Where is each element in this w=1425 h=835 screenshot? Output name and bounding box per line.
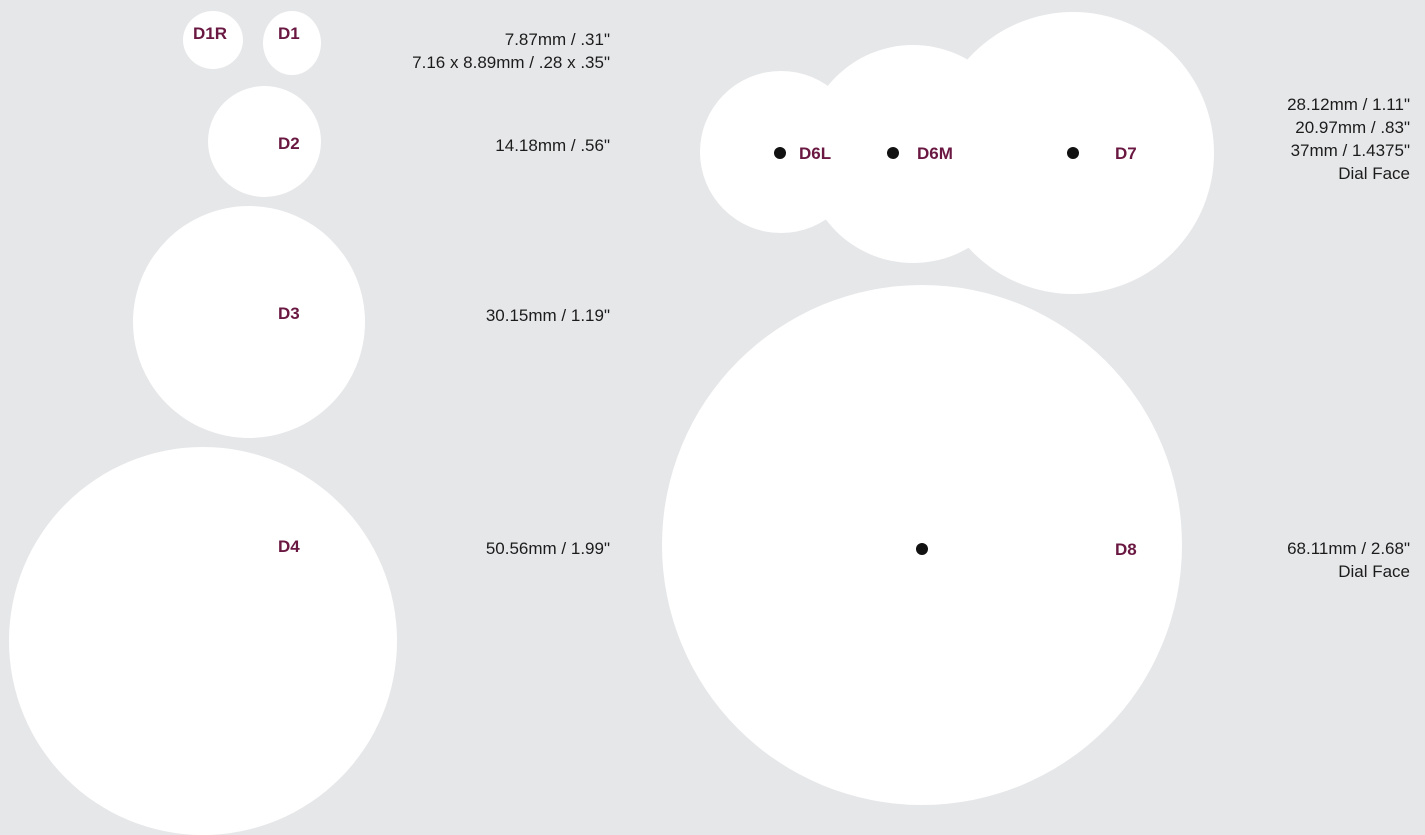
disc-d1r [183, 11, 243, 69]
pivot-dot-d6m [887, 147, 899, 159]
disc-d3 [133, 206, 365, 438]
spec-group-line2: 20.97mm / .83" [1295, 118, 1410, 137]
spec-group-line4: Dial Face [1338, 164, 1410, 183]
label-d2: D2 [278, 134, 300, 153]
label-d6m: D6M [917, 144, 953, 163]
spec-group-d6-d7: 28.12mm / 1.11" 20.97mm / .83" 37mm / 1.… [1287, 93, 1410, 185]
pivot-dot-d7 [1067, 147, 1079, 159]
spec-d2: 14.18mm / .56" [495, 134, 610, 157]
spec-d8-line1: 68.11mm / 2.68" [1287, 539, 1410, 558]
disc-d2 [208, 86, 321, 197]
spec-d1-line1: 7.87mm / .31" [504, 30, 610, 49]
label-d4: D4 [278, 537, 300, 556]
label-d8: D8 [1115, 540, 1137, 559]
spec-d1: 7.87mm / .31" 7.16 x 8.89mm / .28 x .35" [412, 28, 610, 74]
spec-d3: 30.15mm / 1.19" [486, 304, 610, 327]
spec-d1-line2: 7.16 x 8.89mm / .28 x .35" [412, 53, 610, 72]
spec-d3-line1: 30.15mm / 1.19" [485, 306, 610, 325]
spec-d4: 50.56mm / 1.99" [486, 537, 610, 560]
spec-group-line1: 28.12mm / 1.11" [1287, 95, 1410, 114]
disc-d4 [9, 447, 397, 835]
pivot-dot-d8 [916, 543, 928, 555]
spec-d2-line1: 14.18mm / .56" [495, 136, 610, 155]
spec-d4-line1: 50.56mm / 1.99" [485, 539, 610, 558]
pivot-dot-d6l [774, 147, 786, 159]
spec-group-line3: 37mm / 1.4375" [1290, 141, 1410, 160]
label-d1: D1 [278, 24, 300, 43]
label-d1r: D1R [193, 24, 228, 43]
label-d7: D7 [1115, 144, 1137, 163]
spec-d8: 68.11mm / 2.68" Dial Face [1287, 537, 1410, 583]
label-d6l: D6L [799, 144, 832, 163]
spec-d8-line2: Dial Face [1338, 562, 1410, 581]
label-d3: D3 [278, 304, 300, 323]
disc-d1 [263, 11, 321, 75]
